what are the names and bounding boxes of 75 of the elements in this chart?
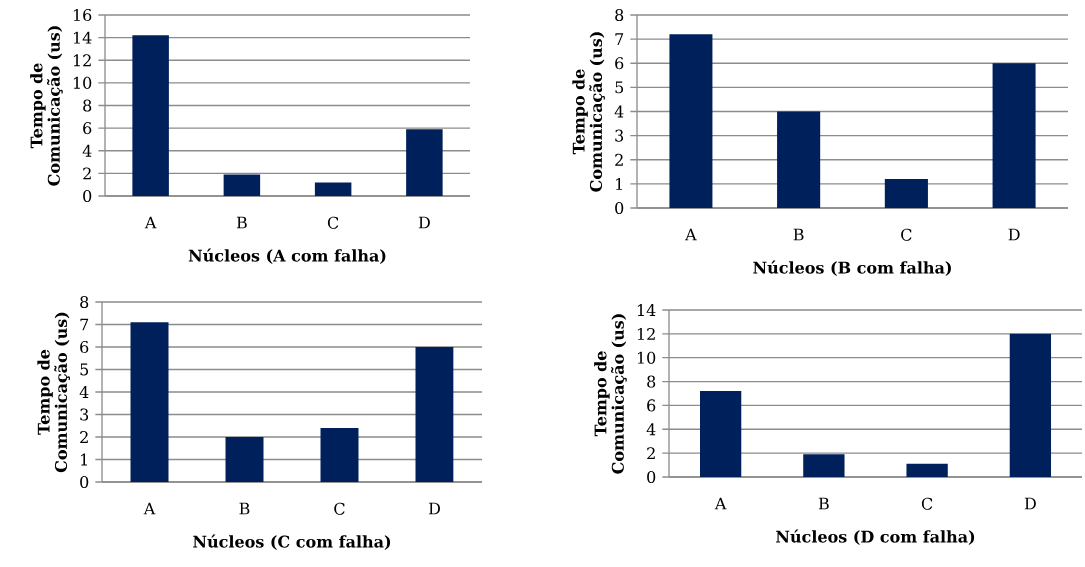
x-tick-label: C xyxy=(334,502,345,515)
y-tick-label: 2 xyxy=(615,153,623,166)
y-tick-label: 6 xyxy=(80,340,89,354)
y-axis-title: Tempo de Comunicação (us) xyxy=(30,26,63,186)
y-tick-label: 3 xyxy=(80,408,89,421)
y-tick-label: 4 xyxy=(82,144,92,157)
y-tick-label: 8 xyxy=(615,8,624,22)
y-tick-label: 8 xyxy=(647,375,656,388)
x-tick-label: A xyxy=(143,502,156,515)
bar xyxy=(777,111,821,208)
bar xyxy=(992,63,1036,208)
y-tick-label: 16 xyxy=(73,8,92,22)
y-tick-label: 2 xyxy=(80,431,88,443)
x-tick-label: B xyxy=(818,497,829,510)
x-tick-label: B xyxy=(236,216,247,229)
bar xyxy=(314,182,352,196)
y-tick-label: 0 xyxy=(615,201,624,215)
y-tick-label: 6 xyxy=(615,57,624,70)
x-axis-title: Núcleos (B com falha) xyxy=(753,260,951,276)
y-tick-label: 0 xyxy=(647,470,656,484)
bar xyxy=(225,436,264,482)
y-tick-label: 12 xyxy=(73,54,91,67)
y-tick-label: 12 xyxy=(637,327,655,340)
bar xyxy=(130,322,169,482)
y-tick-label: 4 xyxy=(614,105,624,118)
x-tick-label: D xyxy=(418,216,430,229)
x-tick-label: B xyxy=(239,502,250,515)
y-tick-label: 14 xyxy=(73,31,92,44)
y-tick-label: 10 xyxy=(637,351,656,364)
y-tick-label: 6 xyxy=(83,122,92,135)
bar xyxy=(1009,333,1052,477)
bar xyxy=(223,174,261,196)
y-tick-label: 5 xyxy=(80,363,89,376)
y-axis-title: Tempo de Comunicação (us) xyxy=(572,32,605,192)
x-tick-label: D xyxy=(1024,497,1036,510)
y-tick-label: 3 xyxy=(615,129,624,142)
y-tick-label: 4 xyxy=(79,386,89,398)
x-tick-label: C xyxy=(901,228,912,241)
y-tick-label: 10 xyxy=(73,76,92,89)
y-tick-label: 8 xyxy=(83,99,92,112)
x-tick-label: C xyxy=(921,497,933,510)
y-axis-title: Tempo de Comunicação (us) xyxy=(594,314,627,474)
x-tick-label: D xyxy=(1008,228,1020,241)
y-tick-label: 6 xyxy=(647,399,656,412)
y-tick-label: 2 xyxy=(83,167,91,180)
x-tick-label: A xyxy=(685,228,697,241)
bar xyxy=(320,427,359,482)
x-axis-title: Núcleos (D com falha) xyxy=(776,529,975,545)
x-tick-label: C xyxy=(327,216,339,229)
bar xyxy=(415,346,454,482)
y-tick-label: 0 xyxy=(83,189,92,203)
y-tick-label: 14 xyxy=(637,304,656,316)
y-tick-label: 1 xyxy=(81,453,88,466)
bar xyxy=(406,129,443,196)
y-tick-label: 5 xyxy=(615,81,624,94)
y-tick-label: 8 xyxy=(80,295,89,309)
bar xyxy=(884,179,928,208)
y-axis-title: Tempo de Comunicação (us) xyxy=(37,312,70,473)
y-tick-label: 7 xyxy=(80,318,89,331)
x-axis-title: Núcleos (A com falha) xyxy=(188,248,386,264)
x-tick-label: A xyxy=(714,497,727,510)
x-tick-label: D xyxy=(428,502,440,515)
x-tick-label: A xyxy=(144,216,157,229)
y-tick-label: 4 xyxy=(646,423,656,436)
bar xyxy=(803,454,845,477)
bar xyxy=(669,34,713,208)
y-tick-label: 1 xyxy=(616,177,623,190)
x-tick-label: B xyxy=(793,228,804,241)
bar xyxy=(132,35,169,196)
y-tick-label: 2 xyxy=(647,447,655,460)
bar xyxy=(906,463,948,477)
x-axis-title: Núcleos (C com falha) xyxy=(193,534,391,550)
y-tick-label: 7 xyxy=(615,33,624,45)
bar xyxy=(699,391,742,477)
y-tick-label: 0 xyxy=(80,475,89,489)
